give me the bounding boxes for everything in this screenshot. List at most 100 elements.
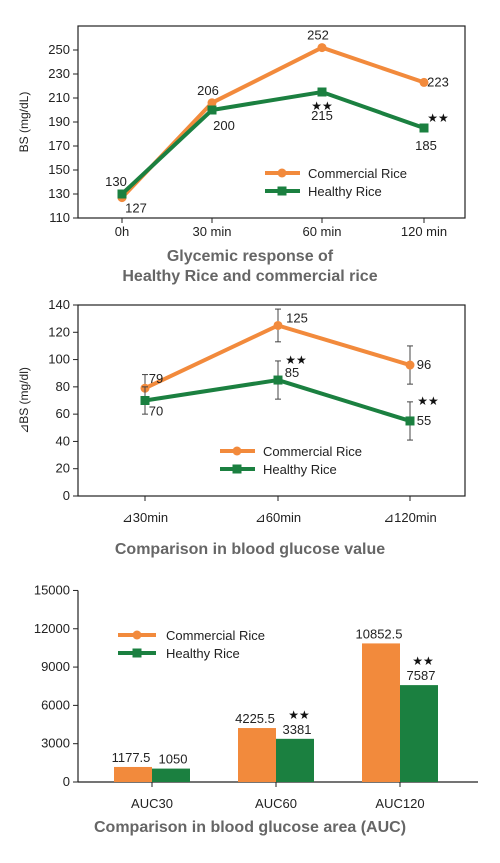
chart1-data-label: 130 [105, 174, 127, 189]
chart2-legend-label: Commercial Rice [263, 444, 362, 459]
chart1-significance-stars: ★★ [311, 99, 333, 113]
chart3-ytick-label: 6000 [41, 697, 70, 712]
chart3-legend-label: Commercial Rice [166, 628, 265, 643]
chart1-caption-line2: Healthy Rice and commercial rice [122, 268, 378, 285]
chart1-caption: Glycemic response of Healthy Rice and co… [0, 247, 500, 287]
chart1-ytick-label: 250 [48, 42, 70, 57]
chart3-data-label: 1177.5 [112, 750, 151, 765]
chart2-ytick-label: 120 [48, 324, 70, 339]
chart2-ytick-label: 80 [56, 379, 70, 394]
chart3-ytick-label: 0 [63, 774, 70, 789]
chart3-legend-marker [132, 648, 142, 658]
chart3-bar [238, 728, 276, 782]
chart1-data-label: 185 [415, 138, 437, 153]
chart2-ytick-label: 60 [56, 406, 70, 421]
chart3-bar [114, 766, 152, 782]
chart1-legend-label: Commercial Rice [308, 166, 407, 181]
chart1-data-label: 200 [213, 118, 235, 133]
chart2-point [405, 360, 415, 370]
chart3-ytick-label: 3000 [41, 736, 70, 751]
chart2-caption: Comparison in blood glucose value [114, 541, 386, 558]
chart2-point [273, 375, 283, 385]
chart-auc: 0 3000 6000 9000 12000 15000 AUC30 AUC60 AUC120 1… [34, 582, 478, 811]
chart2-point [405, 416, 415, 426]
chart3-xtick-label: AUC30 [131, 796, 173, 811]
chart2-legend-marker [232, 446, 242, 456]
chart3-bar [152, 768, 190, 782]
chart1-data-label: 223 [427, 74, 449, 89]
chart2-frame [77, 304, 466, 497]
chart-glycemic-response: 110 130 150 170 190 210 230 250 0h 30 min 60 min 12… [17, 25, 466, 239]
chart1-ytick-label: 230 [48, 66, 70, 81]
chart3-significance-stars: ★★ [288, 708, 310, 722]
chart2-xtick-label: ⊿60min [255, 510, 301, 525]
chart2-significance-stars: ★★ [285, 353, 307, 367]
chart2-data-label: 125 [286, 310, 308, 325]
chart3-xtick-label: AUC120 [375, 796, 424, 811]
chart1-ylabel: BS (mg/dL) [17, 92, 31, 153]
chart2-data-label: 55 [417, 413, 431, 428]
chart1-ytick-label: 110 [49, 210, 70, 225]
chart3-bar [362, 643, 400, 782]
chart1-point [419, 77, 429, 87]
chart3-bar [276, 738, 314, 782]
chart2-xtick-label: ⊿120min [383, 510, 437, 525]
chart3-data-label: 1050 [159, 752, 188, 767]
chart1-series-1-line [120, 89, 425, 196]
chart3-legend-marker [132, 630, 142, 640]
chart1-point [117, 189, 127, 199]
chart1-caption-line1: Glycemic response of [166, 248, 334, 265]
chart1-xtick-label: 60 min [302, 224, 341, 239]
chart2-legend-label: Healthy Rice [263, 462, 337, 477]
chart1-xtick-label: 0h [115, 224, 129, 239]
chart2-ylabel: ⊿BS (mg/dl) [17, 367, 31, 434]
chart3-significance-stars: ★★ [412, 654, 434, 668]
chart1-point [419, 123, 429, 133]
chart3-legend-label: Healthy Rice [166, 646, 240, 661]
chart1-legend-label: Healthy Rice [308, 184, 382, 199]
chart3-xtick-label: AUC60 [255, 796, 297, 811]
chart1-significance-stars: ★★ [427, 111, 449, 125]
chart2-data-label: 70 [149, 403, 163, 418]
chart1-ytick-label: 150 [48, 162, 70, 177]
chart2-point [273, 320, 283, 330]
chart3-bar [400, 685, 438, 782]
chart2-point [140, 395, 150, 405]
chart1-point [207, 105, 217, 115]
chart2-significance-stars: ★★ [417, 394, 439, 408]
chart3-caption: Comparison in blood glucose area (AUC) [93, 819, 407, 836]
chart1-data-label: 252 [307, 28, 329, 43]
chart1-data-label: 215 [311, 108, 333, 123]
chart1-data-label: 127 [125, 201, 147, 216]
chart1-point [317, 87, 327, 97]
chart2-xtick-label: ⊿30min [122, 510, 168, 525]
chart1-ytick-label: 190 [48, 114, 70, 129]
chart3-ytick-label: 12000 [34, 621, 70, 636]
chart1-legend-marker [277, 168, 287, 178]
chart1-point [317, 43, 327, 53]
chart2-ytick-label: 20 [56, 461, 70, 476]
chart2-ytick-label: 140 [48, 297, 70, 312]
chart1-legend-marker [277, 186, 287, 196]
chart1-data-label: 206 [197, 83, 219, 98]
chart2-data-label: 96 [417, 357, 431, 372]
chart1-ytick-label: 170 [48, 138, 70, 153]
chart3-data-label: 4225.5 [235, 711, 275, 726]
chart2-ytick-label: 0 [63, 488, 70, 503]
chart3-ytick-label: 9000 [41, 659, 70, 674]
chart1-xtick-label: 30 min [192, 224, 231, 239]
chart3-data-label: 3381 [283, 722, 312, 737]
chart2-data-label: 79 [149, 371, 163, 386]
chart1-xtick-label: 120 min [401, 224, 447, 239]
chart1-point [207, 98, 217, 108]
chart1-ytick-label: 130 [48, 186, 70, 201]
chart2-ytick-label: 40 [56, 433, 70, 448]
chart2-data-label: 85 [285, 365, 299, 380]
chart3-data-label: 10852.5 [356, 626, 403, 641]
chart3-data-label: 7587 [407, 668, 436, 683]
chart2-ytick-label: 100 [48, 352, 70, 367]
chart-delta-blood-glucose: 0 20 40 60 80 100 120 140 ⊿30min ⊿60min ⊿120min ⊿BS… [17, 297, 466, 525]
chart2-legend-marker [232, 464, 242, 474]
chart1-ytick-label: 210 [48, 90, 70, 105]
